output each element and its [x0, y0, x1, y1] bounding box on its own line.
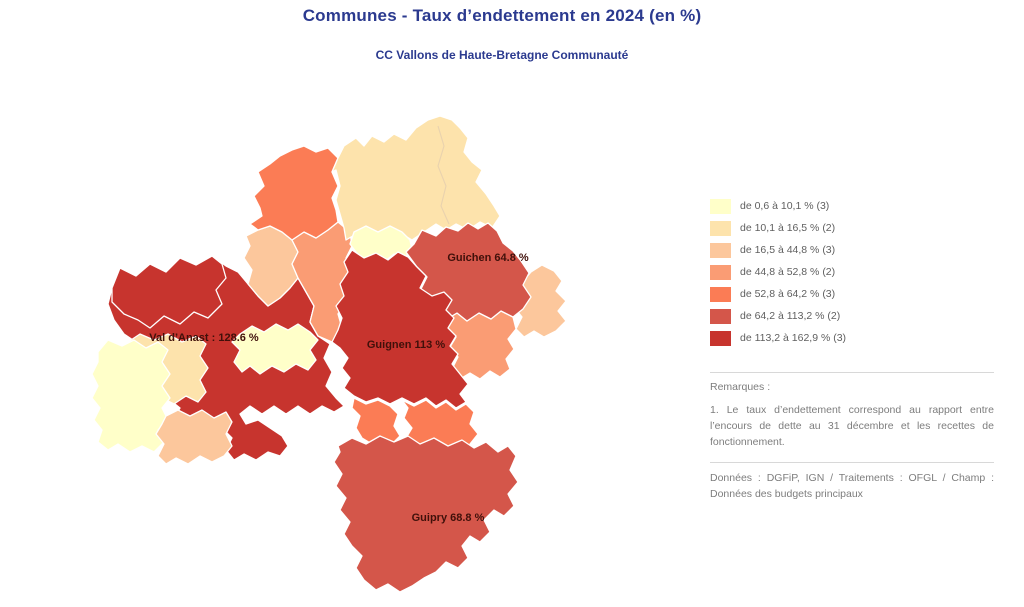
map-label-val-danast: Val d’Anast : 128.6 % — [149, 332, 259, 344]
header: Communes - Taux d’endettement en 2024 (e… — [0, 0, 1004, 62]
notes-panel: Remarques : 1. Le taux d’endettement cor… — [710, 372, 994, 503]
legend-item: de 52,8 à 64,2 % (3) — [710, 286, 846, 302]
legend-swatch — [710, 264, 731, 280]
map-region-guignen[interactable] — [331, 249, 469, 409]
page-title: Communes - Taux d’endettement en 2024 (e… — [302, 6, 702, 25]
legend-label: de 16,5 à 44,8 % (3) — [740, 244, 836, 256]
source-text: Données : DGFiP, IGN / Traitements : OFG… — [710, 472, 994, 500]
legend-item: de 44,8 à 52,8 % (2) — [710, 264, 846, 280]
page-subtitle: CC Vallons de Haute-Bretagne Communauté — [375, 48, 629, 62]
legend-item: de 64,2 à 113,2 % (2) — [710, 308, 846, 324]
legend-item: de 16,5 à 44,8 % (3) — [710, 242, 846, 258]
map-region-enclave-pale[interactable] — [231, 323, 319, 375]
map-label-guichen: Guichen 64.8 % — [447, 252, 529, 264]
remark-text: 1. Le taux d’endettement correspond au r… — [710, 404, 994, 448]
legend-label: de 0,6 à 10,1 % (3) — [740, 200, 830, 212]
legend-label: de 44,8 à 52,8 % (2) — [740, 266, 836, 278]
legend-swatch — [710, 242, 731, 258]
legend-swatch — [710, 286, 731, 302]
map-region-guipry[interactable] — [333, 435, 519, 593]
map-region-east-salmon[interactable] — [446, 310, 517, 380]
legend-item: de 0,6 à 10,1 % (3) — [710, 198, 846, 214]
legend-item: de 113,2 à 162,9 % (3) — [710, 330, 846, 346]
legend-swatch — [710, 198, 731, 214]
map-region-northwest-orange[interactable] — [249, 145, 339, 241]
map-label-guipry: Guipry 68.8 % — [412, 512, 485, 524]
map-region-south-orange-west[interactable] — [351, 397, 401, 445]
legend-swatch — [710, 220, 731, 236]
legend-item: de 10,1 à 16,5 % (2) — [710, 220, 846, 236]
legend-swatch — [710, 308, 731, 324]
legend-label: de 52,8 à 64,2 % (3) — [740, 288, 836, 300]
legend-swatch — [710, 330, 731, 346]
map-boundary-line — [437, 125, 450, 225]
map-region-northwest-dark[interactable] — [111, 255, 227, 329]
map-region-south-peach[interactable] — [155, 409, 233, 465]
remarks-title: Remarques : — [710, 381, 771, 393]
map-region-north-cream[interactable] — [331, 115, 501, 241]
legend-label: de 64,2 à 113,2 % (2) — [740, 310, 841, 322]
divider — [710, 462, 994, 464]
map-legend: de 0,6 à 10,1 % (3) de 10,1 à 16,5 % (2)… — [710, 198, 846, 352]
legend-label: de 10,1 à 16,5 % (2) — [740, 222, 836, 234]
map-label-guignen: Guignen 113 % — [367, 339, 445, 351]
divider — [710, 372, 994, 373]
legend-label: de 113,2 à 162,9 % (3) — [740, 332, 847, 344]
